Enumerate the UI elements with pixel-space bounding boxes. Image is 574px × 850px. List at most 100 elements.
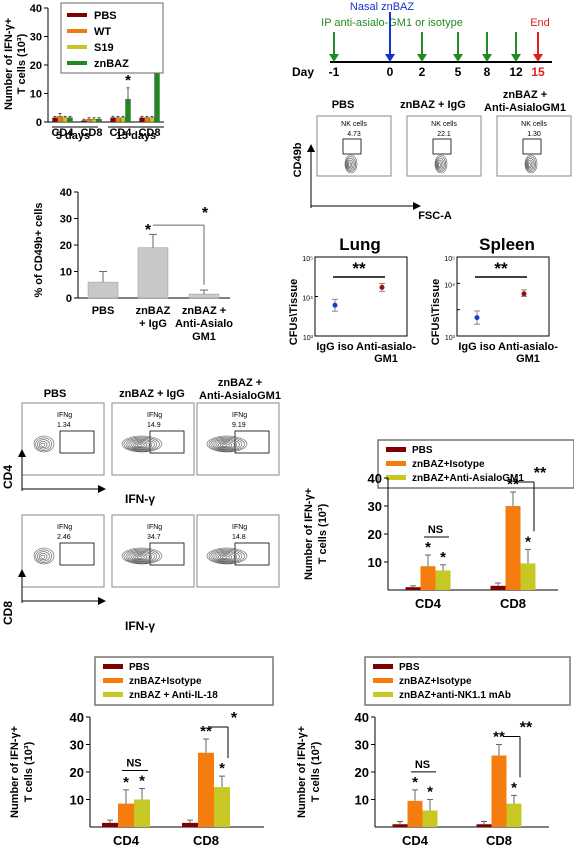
timeline-day-tick: 12: [509, 65, 523, 79]
cfu-significance: **: [352, 259, 366, 278]
chart-significance: *: [511, 779, 517, 796]
timeline-day-tick: -1: [329, 65, 340, 79]
legend-label: znBAZ+Isotype: [399, 676, 472, 687]
panelA-bar: [52, 117, 58, 123]
cfu-ytick: 10⁴: [444, 282, 455, 289]
asialo-ifn-chart: PBS znBAZ+Isotype znBAZ+Anti-AsialoGM1 Numb…: [303, 439, 574, 611]
chart-significance: *: [219, 760, 225, 777]
chart-bar: [407, 800, 423, 827]
nk11-chart: PBS znBAZ+Isotype znBAZ+anti-NK1.1 mAb Numb…: [296, 656, 571, 848]
flow-nk-gate-label: NK cells: [431, 121, 457, 128]
panel-cd49-significance: *: [145, 222, 152, 239]
legend-swatch: [103, 692, 123, 697]
chart-ytick: 30: [70, 738, 84, 753]
cfu-ytick: 10⁵: [302, 256, 313, 263]
timeline-end-label: End: [530, 17, 550, 29]
chart-bar: [476, 824, 492, 827]
flow-ifn-cd8-label: CD8: [1, 601, 15, 625]
chart-ytick: 40: [368, 471, 382, 486]
legend-znbaz: znBAZ: [94, 58, 129, 70]
timeline-day-tick: 5: [455, 65, 462, 79]
legend-label: znBAZ+Isotype: [412, 459, 485, 470]
panelA-bar: [57, 116, 63, 123]
chart-bar: [506, 803, 522, 827]
il18-chart: PBS znBAZ+Isotype znBAZ + Anti-IL-18 Number…: [9, 656, 274, 848]
flow-ifn-gate: [59, 430, 95, 454]
cfu-lung-title: Lung: [339, 235, 381, 254]
chart-bar: [198, 752, 214, 827]
legend-swatch-wt: [67, 29, 87, 33]
flow-nk-contour: [524, 154, 538, 174]
timeline-day-tick: 15: [531, 65, 545, 79]
chart-bar: [435, 570, 451, 590]
chart-ns-label: NS: [415, 759, 430, 771]
flow-nk-title-znbaz-igg: znBAZ + IgG: [400, 99, 466, 111]
legend-label: PBS: [412, 445, 433, 456]
panelA-group-label: CD8: [138, 127, 160, 139]
panel-cd49-xlabel: znBAZ +: [182, 305, 226, 317]
flow-ifn-cd4-label: CD4: [1, 465, 15, 489]
chart-significance: *: [427, 784, 433, 801]
flow-ifn-gate-value: 2.46: [57, 534, 71, 541]
chart-ytick: 40: [70, 710, 84, 725]
timeline: Nasal znBAZ IP anti-asialo-GM1 or isotyp…: [292, 1, 552, 79]
flow-ifn-gate-value: 14.8: [232, 534, 246, 541]
flow-nk-gate-value: 4.73: [347, 131, 361, 138]
cfu-xlabel: GM1: [516, 353, 540, 365]
flow-ifn: PBS znBAZ + IgG znBAZ + Anti-AsialoGM1 I…: [1, 377, 281, 633]
chart-xlabel: CD8: [193, 833, 219, 848]
panelA-period-15days: 15 days: [116, 130, 156, 142]
panelA-bar: [110, 117, 116, 123]
chart-ylabel: Number of IFN-γ+: [296, 726, 308, 818]
panel-cd49-ytick: 20: [60, 240, 72, 252]
flow-ifn-gate-label: IFNg: [57, 412, 72, 419]
chart-legend: PBS znBAZ+Isotype znBAZ+anti-NK1.1 mAb: [364, 656, 571, 706]
panelA-bar: [115, 117, 121, 123]
flow-ifn-gate: [59, 542, 95, 566]
cfu-xlabel: IgG iso: [316, 341, 354, 353]
panelA-group-label: CD4: [109, 127, 132, 139]
legend-swatch: [386, 447, 406, 452]
panelA-ytick: 30: [30, 32, 42, 44]
chart-bar: [134, 799, 150, 827]
chart-significance: *: [440, 549, 446, 566]
legend-s19: S19: [94, 42, 114, 54]
chart-ytick: 30: [368, 499, 382, 514]
chart-bar: [392, 824, 408, 827]
panelA-group-label: CD4: [51, 127, 74, 139]
chart-xlabel: CD4: [113, 833, 140, 848]
cfu-spleen-title: Spleen: [479, 235, 535, 254]
panelA-bar: [91, 119, 97, 123]
panelA-bar: [149, 117, 155, 123]
panelA-bar: [96, 119, 102, 123]
chart-xlabel: CD4: [415, 596, 442, 611]
panelA-bar: [62, 117, 68, 123]
cfu-ytick: 10³: [303, 335, 314, 342]
panelA-bar: [125, 99, 131, 123]
chart-bar: [422, 810, 438, 827]
flow-nk-title-pbs: PBS: [332, 99, 355, 111]
flow-nk-contour: [434, 154, 448, 174]
chart-ylabel: T cells (10³): [317, 503, 329, 564]
legend-swatch: [386, 461, 406, 466]
flow-nk-gate: [522, 138, 542, 155]
chart-legend: PBS znBAZ+Isotype znBAZ+Anti-AsialoGM1: [377, 439, 574, 489]
panelA-significance: *: [125, 72, 131, 89]
cfu-point: [379, 284, 385, 290]
flow-ifn-contour: [33, 435, 55, 453]
cfu-ytick: 10⁵: [444, 256, 455, 263]
flow-nk-gate-label: NK cells: [341, 121, 367, 128]
flow-nk-title-znbaz: znBAZ +: [503, 89, 547, 101]
panelA-ytick: 10: [30, 89, 42, 101]
flow-ifn-gate-label: IFNg: [232, 412, 247, 419]
legend-pbs: PBS: [94, 10, 117, 22]
chart-ns-label: NS: [428, 524, 443, 536]
timeline-day-label: Day: [292, 65, 314, 79]
panel-cd49-significance: *: [202, 205, 209, 222]
legend-label: znBAZ + Anti-IL-18: [129, 690, 218, 701]
flow-nk-gate-value: 22.1: [437, 131, 451, 138]
flow-ifn-contour: [33, 547, 55, 565]
panel-cd49-bar: [188, 293, 220, 299]
chart-bar: [214, 787, 230, 827]
